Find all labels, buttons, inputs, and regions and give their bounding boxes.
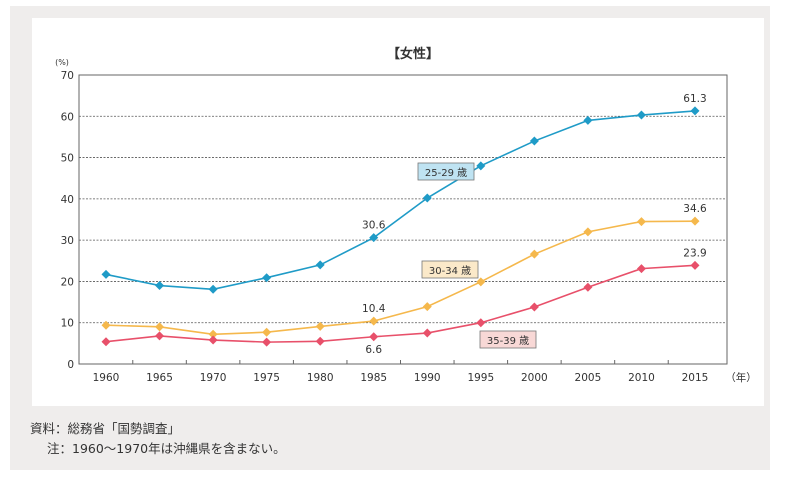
y-tick-label: 0 bbox=[67, 359, 74, 371]
source-note: 資料：総務省「国勢調査」 bbox=[30, 421, 181, 436]
y-tick-label: 60 bbox=[61, 111, 74, 123]
series-line bbox=[105, 220, 696, 336]
data-point bbox=[315, 321, 325, 331]
data-point bbox=[315, 336, 325, 346]
chart-title: 【女性】 bbox=[387, 46, 439, 62]
data-point bbox=[101, 269, 111, 279]
data-point bbox=[529, 249, 539, 259]
y-tick-label: 50 bbox=[61, 153, 74, 165]
data-label: 61.3 bbox=[683, 93, 706, 105]
series-label: 30-34 歳 bbox=[429, 265, 471, 277]
data-point bbox=[583, 115, 593, 125]
data-point bbox=[476, 277, 486, 287]
data-point bbox=[369, 332, 379, 342]
data-point bbox=[208, 335, 218, 345]
data-point bbox=[262, 273, 272, 283]
x-tick-label: 2000 bbox=[521, 372, 548, 384]
chart-card: 【女性】 (%) 0 10 20 30 40 50 60 70 1960 1965 1970 1975 19… bbox=[32, 18, 764, 406]
data-label: 34.6 bbox=[683, 203, 707, 215]
data-point bbox=[262, 337, 272, 347]
footnote: 注：1960〜1970年は沖縄県を含まない。 bbox=[47, 441, 286, 456]
x-tick-label: 2010 bbox=[628, 372, 655, 384]
data-point bbox=[636, 264, 646, 274]
y-axis-unit: (%) bbox=[55, 58, 69, 67]
data-point bbox=[529, 302, 539, 312]
data-point bbox=[155, 331, 165, 341]
x-tick-label: 1980 bbox=[307, 372, 334, 384]
x-tick-label: 1960 bbox=[93, 372, 120, 384]
y-tick-label: 40 bbox=[61, 194, 74, 206]
data-point bbox=[583, 227, 593, 237]
data-point bbox=[476, 318, 486, 328]
data-point bbox=[315, 260, 325, 270]
data-point bbox=[208, 329, 218, 339]
series-label-box bbox=[421, 260, 479, 279]
plot-frame bbox=[78, 74, 728, 365]
data-point bbox=[636, 217, 646, 227]
data-label: 30.6 bbox=[362, 220, 386, 232]
series-label: 25-29 歳 bbox=[425, 167, 467, 179]
data-point bbox=[583, 282, 593, 292]
y-tick-label: 30 bbox=[61, 235, 74, 247]
data-point bbox=[155, 281, 165, 291]
x-tick-label: 1985 bbox=[360, 372, 387, 384]
line-chart: 【女性】 (%) 0 10 20 30 40 50 60 70 1960 1965 1970 1975 19… bbox=[55, 46, 757, 384]
data-point bbox=[101, 337, 111, 347]
x-tick-label: 1995 bbox=[467, 372, 494, 384]
data-point bbox=[422, 328, 432, 338]
data-point bbox=[369, 316, 379, 326]
y-tick-label: 70 bbox=[61, 70, 74, 82]
data-label: 6.6 bbox=[365, 344, 382, 356]
y-tick-label: 10 bbox=[61, 318, 74, 330]
series-label-box bbox=[479, 330, 537, 349]
data-point bbox=[529, 136, 539, 146]
x-tick-label: 2005 bbox=[575, 372, 602, 384]
x-tick-label: 1965 bbox=[146, 372, 173, 384]
data-label: 10.4 bbox=[362, 303, 386, 315]
data-point bbox=[636, 110, 646, 120]
data-point bbox=[369, 233, 379, 243]
x-tick-label: 1975 bbox=[253, 372, 280, 384]
x-tick-label: 2015 bbox=[682, 372, 709, 384]
series-label: 35-39 歳 bbox=[487, 335, 529, 347]
series-label-box bbox=[417, 162, 475, 181]
x-tick-label: 1990 bbox=[414, 372, 441, 384]
data-label: 23.9 bbox=[683, 247, 706, 259]
y-tick-label: 20 bbox=[61, 276, 74, 288]
x-axis-unit: （年） bbox=[725, 371, 757, 384]
data-point bbox=[690, 106, 700, 116]
data-point bbox=[208, 284, 218, 294]
data-point bbox=[690, 216, 700, 226]
data-point bbox=[422, 302, 432, 312]
data-point bbox=[476, 161, 486, 171]
series-line bbox=[105, 264, 696, 343]
series-line bbox=[105, 110, 696, 291]
data-point bbox=[101, 320, 111, 330]
data-point bbox=[155, 322, 165, 332]
data-point bbox=[690, 260, 700, 270]
x-tick-label: 1970 bbox=[200, 372, 227, 384]
data-point bbox=[262, 327, 272, 337]
data-point bbox=[422, 193, 432, 203]
